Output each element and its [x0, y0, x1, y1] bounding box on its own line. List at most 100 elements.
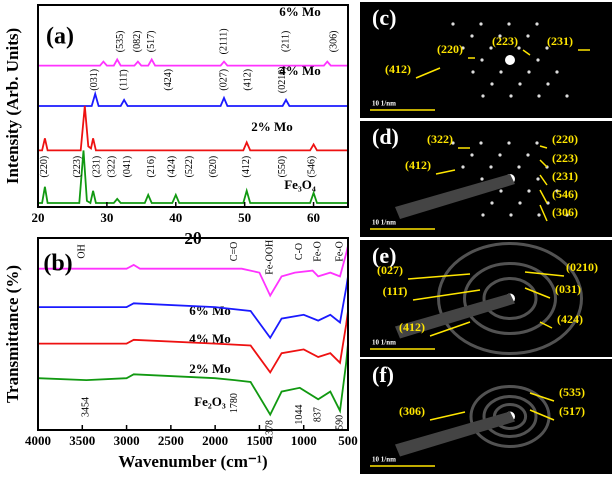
series-line	[37, 343, 349, 417]
peak-label: (322)	[107, 156, 118, 178]
diffraction-spot	[565, 94, 569, 98]
plane-label: (0210)	[566, 260, 598, 274]
plane-label: (412)	[405, 158, 431, 172]
series-label: 6% Mo	[279, 4, 321, 19]
series-label: 2% Mo	[189, 361, 231, 376]
diffraction-spot	[507, 22, 511, 26]
diffraction-spot	[499, 189, 503, 193]
diffraction-spot	[461, 46, 465, 50]
x-tick-label: 30	[100, 210, 113, 225]
diffraction-ring	[482, 395, 538, 438]
diffraction-spot	[507, 141, 511, 145]
x-tick-label: 3500	[69, 433, 95, 448]
plane-label: (111̄)	[383, 284, 408, 298]
peak-label: 1044	[294, 405, 305, 425]
central-beam	[505, 55, 515, 65]
pointer-line	[412, 289, 481, 301]
series-line	[38, 57, 348, 67]
pointer-line	[435, 169, 456, 175]
peak-label: Fe-O	[312, 241, 323, 262]
diffraction-spot	[461, 165, 465, 169]
peak-label: C=O	[229, 242, 240, 262]
series-label: 4% Mo	[279, 63, 321, 78]
series-line	[38, 90, 348, 107]
diffraction-spot	[535, 141, 539, 145]
diffraction-ring	[469, 385, 551, 448]
series-label: 6% Mo	[189, 303, 231, 318]
plot-frame	[37, 4, 349, 208]
diffraction-ring	[463, 262, 557, 335]
peak-label: 837	[312, 407, 323, 422]
y-axis-label: Transmittance (%)	[3, 265, 22, 403]
peak-label: (517)	[146, 31, 157, 53]
panel-label: (c)	[372, 5, 396, 30]
peak-label: (031)	[89, 69, 100, 91]
diffraction-spot	[536, 177, 540, 181]
diffraction-spot	[470, 153, 474, 157]
pointer-line	[539, 159, 548, 168]
peak-label: OH	[77, 244, 88, 258]
x-tick-label: 4000	[25, 433, 51, 448]
peak-label: (211)	[280, 31, 291, 52]
plane-label: (412)	[385, 62, 411, 76]
peak-label: 1780	[229, 393, 240, 413]
pointer-line	[539, 174, 548, 186]
plane-label: (424)	[557, 312, 583, 326]
diffraction-spot	[509, 213, 513, 217]
peak-label: (216)	[146, 156, 157, 178]
scale-label: 10 1/nm	[372, 100, 396, 108]
x-tick-label: 1500	[246, 433, 272, 448]
diffraction-spot	[498, 34, 502, 38]
x-tick-label: 40	[169, 210, 182, 225]
series-line	[38, 276, 349, 340]
peak-label: Fe-OOH	[265, 240, 276, 275]
diffraction-spot	[499, 70, 503, 74]
plane-label: (535)	[559, 385, 585, 399]
pointer-line	[529, 392, 555, 402]
x-tick-label: 1000	[291, 433, 317, 448]
x-tick-label: 20	[32, 210, 45, 225]
diffraction-spot	[518, 82, 522, 86]
x-tick-label: 500	[338, 433, 358, 448]
peak-label: (027)	[218, 69, 229, 91]
pointer-line	[539, 321, 553, 329]
peak-label: 3454	[81, 397, 92, 417]
x-tick-label: 50	[238, 210, 251, 225]
plane-label: (231)	[552, 169, 578, 183]
peak-label: C-O	[294, 243, 305, 260]
peak-label: 590	[334, 415, 345, 430]
peak-label: (546)	[306, 156, 317, 178]
beam-stopper	[395, 293, 515, 339]
peak-label: (550)	[277, 156, 288, 178]
plane-label: (231)	[547, 34, 573, 48]
plane-label: (517)	[559, 404, 585, 418]
diffraction-spot	[490, 82, 494, 86]
plot-frame	[37, 237, 349, 431]
plane-label: (322)	[427, 132, 453, 146]
diffraction-spot	[526, 34, 530, 38]
pointer-line	[529, 409, 555, 421]
peak-label: (2111)	[218, 28, 229, 54]
series-line	[38, 310, 349, 375]
x-axis-label: Wavenumber (cm⁻¹)	[118, 452, 267, 471]
diffraction-spot	[517, 46, 521, 50]
diffraction-spot	[527, 189, 531, 193]
plane-label: (223)	[552, 151, 578, 165]
diffraction-spot	[509, 94, 513, 98]
saed-image	[360, 2, 612, 118]
diffraction-spot	[479, 22, 483, 26]
diffraction-spot	[489, 46, 493, 50]
diffraction-spot	[490, 201, 494, 205]
pointer-line	[539, 204, 548, 222]
diffraction-spot	[526, 153, 530, 157]
panel-label: (b)	[43, 251, 72, 277]
peak-label: (306)	[329, 31, 340, 53]
diffraction-spot	[517, 165, 521, 169]
peak-label: (0210)	[277, 66, 288, 93]
peak-label: (535)	[115, 31, 126, 53]
x-tick-label: 60	[307, 210, 320, 225]
peak-label: (223)	[72, 156, 83, 178]
peak-label: (041)	[122, 156, 133, 178]
scale-label: 10 1/nm	[372, 219, 396, 227]
diffraction-spot	[555, 70, 559, 74]
